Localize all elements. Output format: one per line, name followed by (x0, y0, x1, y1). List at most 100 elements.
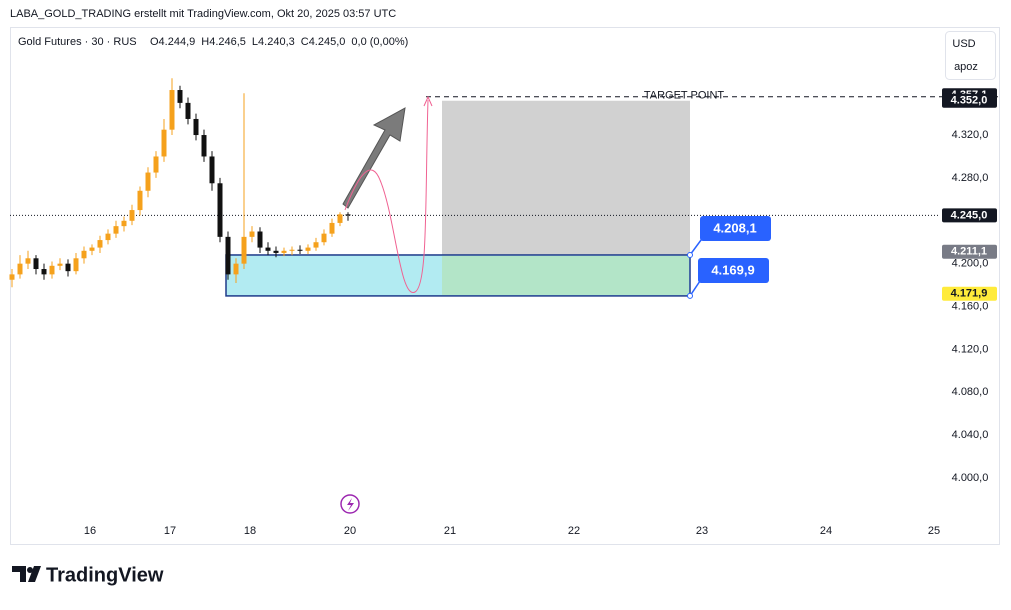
candle-body (9, 274, 15, 280)
candle-body (201, 135, 207, 157)
y-tick-label: 4.160,0 (952, 300, 989, 312)
x-tick-label: 18 (244, 525, 256, 537)
candle-body (345, 214, 351, 216)
y-tick-label: 4.280,0 (952, 172, 989, 184)
projection-arrowhead (423, 95, 433, 107)
event-icon (340, 494, 360, 514)
candle-body (257, 231, 263, 248)
candle-body (305, 247, 311, 251)
candle-body (265, 247, 271, 251)
ohlc-value: H4.246,5 (201, 36, 246, 48)
candle-body (233, 263, 239, 275)
candle-body (57, 263, 63, 266)
symbol: Gold Futures · 30 · RUS (18, 36, 137, 48)
candle-body (161, 129, 167, 157)
candle-body (225, 236, 231, 275)
candle-body (89, 247, 95, 251)
event-bolt (347, 498, 354, 511)
callout-label: 4.169,9 (711, 262, 754, 277)
ohlc-value: C4.245,0 (301, 36, 346, 48)
callout-anchor (687, 292, 693, 299)
candle-body (241, 236, 247, 264)
candle-body (169, 90, 175, 130)
target-label: TARGET POINT (644, 90, 725, 102)
candle-body (337, 214, 343, 223)
x-tick-label: 23 (696, 525, 708, 537)
candle-body (73, 258, 79, 272)
brand-logo (12, 566, 41, 582)
candle-body (297, 249, 303, 251)
candle-body (217, 183, 223, 237)
x-tick-label: 21 (444, 525, 456, 537)
callout-box (700, 216, 771, 241)
candle-body (185, 102, 191, 119)
logo-dot (27, 567, 33, 573)
x-tick-label: 20 (344, 525, 356, 537)
candle-body (321, 233, 327, 243)
currency: USD (952, 38, 975, 50)
price-tag-label: 4.211,1 (951, 246, 987, 258)
y-tick-label: 4.320,0 (952, 129, 989, 141)
candle-body (41, 269, 47, 275)
ohlc-value: L4.240,3 (252, 36, 295, 48)
candle-body (313, 242, 319, 248)
x-tick-label: 22 (568, 525, 580, 537)
header: LABA_GOLD_TRADING erstellt mit TradingVi… (10, 8, 396, 20)
y-tick-label: 4.000,0 (952, 472, 989, 484)
candle-body (33, 258, 39, 270)
plot: TARGET POINT (9, 78, 1000, 297)
candle-body (121, 220, 127, 227)
unit: apoz (954, 61, 978, 73)
ohlc-legend: O4.244,9 H4.246,5 L4.240,3 C4.245,0 0,0 (0,0… (150, 36, 408, 48)
candle-body (97, 240, 103, 248)
y-tick-label: 4.120,0 (952, 343, 989, 355)
candle-body (273, 250, 279, 253)
price-tag (942, 93, 997, 108)
x-tick-label: 24 (820, 525, 832, 537)
callout-label: 4.208,1 (713, 220, 756, 235)
price-tag (942, 208, 997, 223)
candle-body (105, 233, 111, 241)
candle-body (193, 118, 199, 136)
currency-box (945, 31, 996, 80)
candle-body (65, 263, 71, 272)
candle-body (145, 172, 151, 191)
target-zone (442, 100, 690, 255)
candle-body (281, 250, 287, 253)
ohlc-value: O4.244,9 (150, 36, 195, 48)
candle-body (329, 222, 335, 234)
projection-curve (344, 99, 429, 293)
y-tick-label: 4.040,0 (952, 429, 989, 441)
ohlc-value: 0,0 (0,00%) (351, 36, 408, 48)
price-tag (942, 244, 997, 259)
arrow (342, 107, 406, 209)
candle-body (177, 90, 183, 103)
candle-body (25, 258, 31, 264)
candle-body (49, 265, 55, 275)
price-tag-label: 4.171,9 (951, 288, 988, 300)
x-tick-label: 16 (84, 525, 96, 537)
x-tick-label: 25 (928, 525, 940, 537)
price-tag (942, 286, 997, 301)
frame (10, 27, 1000, 545)
candle-body (249, 231, 255, 237)
candle-body (209, 156, 215, 184)
callout-box (698, 258, 769, 283)
candle-body (153, 156, 159, 173)
brand: TradingView (46, 564, 164, 586)
logo-mark (12, 566, 41, 582)
candle-body (17, 263, 23, 275)
price-tag-label: 4.352,0 (951, 95, 988, 107)
x-tick-label: 17 (164, 525, 176, 537)
overlap-zone (442, 255, 689, 295)
candle-body (289, 249, 295, 251)
candle-body (113, 226, 119, 234)
y-tick-label: 4.200,0 (952, 258, 989, 270)
price-tag-label: 4.245,0 (951, 209, 988, 221)
candle-body (129, 210, 135, 221)
callout-anchor (687, 251, 693, 258)
candle-body (137, 190, 143, 211)
candle-body (81, 250, 87, 259)
